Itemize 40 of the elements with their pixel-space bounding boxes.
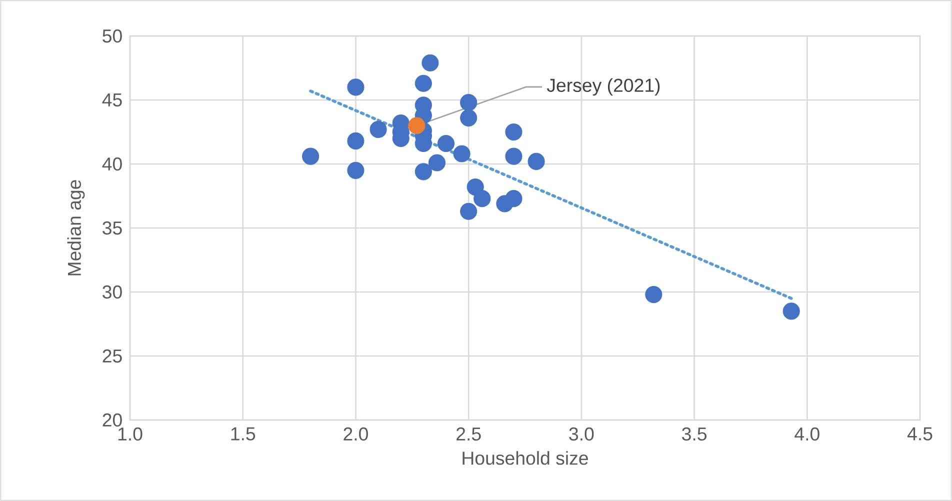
point bbox=[347, 132, 364, 150]
point bbox=[453, 145, 470, 162]
point bbox=[782, 302, 800, 320]
x-tick-label: 2.0 bbox=[344, 427, 368, 441]
point bbox=[408, 117, 426, 134]
y-tick-label: 40 bbox=[102, 157, 122, 171]
x-tick-label: 3.0 bbox=[569, 427, 594, 441]
point bbox=[347, 162, 364, 179]
x-tick-label: 1.0 bbox=[118, 427, 142, 441]
point bbox=[422, 54, 439, 72]
y-tick-label: 45 bbox=[102, 93, 122, 107]
point bbox=[460, 202, 478, 220]
y-tick-label: 35 bbox=[102, 221, 122, 235]
point bbox=[302, 148, 320, 165]
x-tick-label: 3.5 bbox=[682, 427, 706, 441]
point bbox=[505, 190, 522, 208]
point bbox=[505, 148, 522, 165]
point bbox=[460, 94, 478, 112]
point bbox=[474, 190, 491, 208]
annotation: Jersey (2021) bbox=[546, 78, 660, 96]
x-axis-title: Household size bbox=[462, 451, 588, 465]
point bbox=[414, 74, 432, 92]
point bbox=[414, 163, 432, 180]
point bbox=[460, 109, 478, 126]
point bbox=[347, 78, 364, 96]
x-tick-label: 4.0 bbox=[794, 427, 820, 441]
point bbox=[437, 134, 455, 152]
y-tick-label: 50 bbox=[102, 29, 122, 43]
x-tick-label: 4.5 bbox=[907, 427, 932, 440]
point bbox=[645, 286, 662, 304]
y-axis-title: Median age bbox=[67, 180, 85, 276]
point bbox=[428, 154, 446, 172]
x-tick-label: 1.5 bbox=[231, 427, 256, 440]
y-tick-label: 30 bbox=[102, 285, 122, 299]
point bbox=[528, 152, 545, 170]
point bbox=[505, 123, 522, 141]
point bbox=[370, 120, 387, 138]
x-tick-label: 2.5 bbox=[456, 427, 481, 441]
y-tick-label: 20 bbox=[102, 413, 122, 427]
y-tick-label: 25 bbox=[102, 349, 122, 363]
